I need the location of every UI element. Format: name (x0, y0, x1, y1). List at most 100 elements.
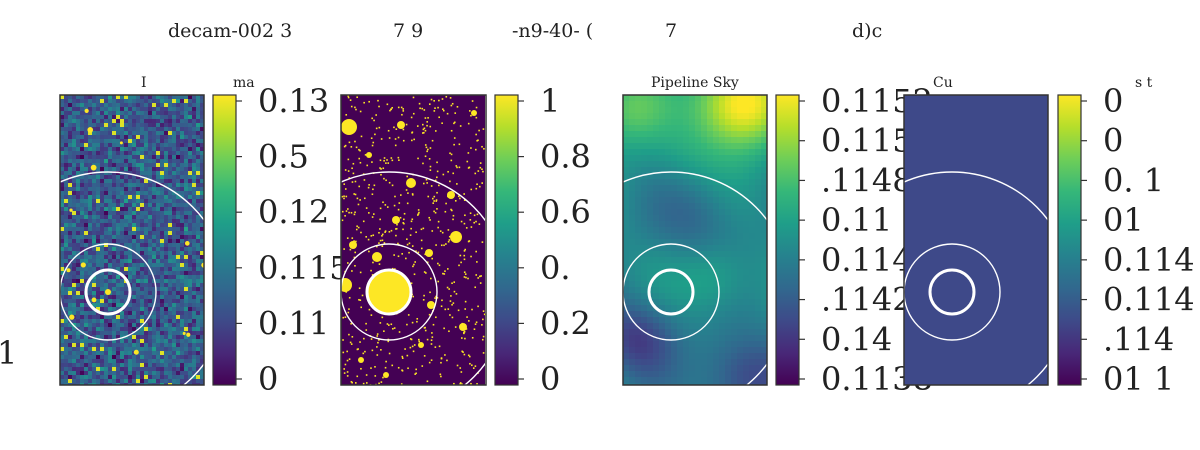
image-pixel (192, 327, 196, 331)
image-pixel (172, 143, 176, 147)
sky-pixel (731, 311, 737, 317)
mask-pixel (371, 117, 373, 120)
sky-pixel (635, 119, 641, 125)
image-pixel (104, 207, 108, 211)
image-pixel (64, 115, 68, 119)
image-source (90, 164, 97, 171)
image-pixel (88, 383, 92, 385)
image-pixel (192, 247, 196, 251)
sky-pixel (653, 179, 659, 185)
mask-pixel (383, 159, 385, 162)
sky-pixel (731, 245, 737, 251)
image-pixel (148, 219, 152, 223)
image-pixel (196, 187, 200, 191)
sky-pixel (743, 299, 749, 305)
sky-pixel (695, 323, 701, 329)
mask-pixel (397, 136, 400, 139)
image-pixel (100, 223, 104, 227)
image-pixel (136, 247, 140, 251)
image-pixel (100, 211, 104, 215)
image-pixel (76, 335, 80, 339)
image-pixel (84, 359, 88, 363)
sky-pixel (677, 311, 683, 317)
image-pixel (84, 155, 88, 159)
sky-pixel (647, 95, 653, 101)
middle-annulus-ring (623, 243, 720, 341)
image-pixel (116, 187, 120, 191)
image-pixel (80, 167, 84, 171)
mask-pixel (407, 192, 409, 194)
image-pixel (196, 203, 200, 207)
image-pixel (168, 383, 172, 385)
image-pixel (184, 259, 188, 263)
sky-pixel (725, 275, 731, 281)
image-pixel (116, 103, 120, 107)
mask-pixel (431, 230, 434, 232)
image-pixel (172, 275, 176, 279)
image-pixel (152, 95, 156, 99)
sky-pixel (719, 197, 725, 203)
image-pixel (112, 163, 116, 167)
image-pixel (180, 299, 184, 303)
image-pixel (104, 187, 108, 191)
sky-pixel (755, 233, 761, 239)
image-source (84, 108, 89, 113)
image-pixel (168, 271, 172, 275)
image-pixel (136, 99, 140, 103)
sky-pixel (755, 251, 761, 257)
image-pixel (144, 355, 148, 359)
image-pixel (184, 123, 188, 127)
image-pixel (184, 271, 188, 275)
sky-pixel (713, 275, 719, 281)
image-pixel (120, 239, 124, 243)
mask-pixel (435, 295, 437, 298)
image-pixel (188, 211, 192, 215)
sky-pixel (743, 227, 749, 233)
image-pixel (124, 239, 128, 243)
sky-pixel (761, 113, 767, 119)
sky-pixel (623, 317, 629, 323)
sky-pixel (731, 275, 737, 281)
sky-pixel (713, 113, 719, 119)
image-pixel (160, 295, 164, 299)
image-pixel (144, 295, 148, 299)
mask-pixel (454, 326, 457, 328)
image-pixel (60, 231, 64, 235)
image-pixel (108, 283, 112, 287)
sky-pixel (713, 167, 719, 173)
image-pixel (120, 227, 124, 231)
image-pixel (88, 323, 92, 327)
image-pixel (64, 327, 68, 331)
image-pixel (80, 151, 84, 155)
sky-pixel (689, 197, 695, 203)
mask-pixel (407, 367, 409, 370)
sky-pixel (701, 113, 707, 119)
sky-pixel (629, 383, 635, 385)
mask-pixel (386, 323, 389, 325)
sky-pixel (707, 359, 713, 365)
image-pixel (80, 135, 84, 139)
sky-pixel (635, 251, 641, 257)
image-pixel (92, 375, 96, 379)
sky-pixel (755, 239, 761, 245)
sky-pixel (743, 377, 749, 383)
image-pixel (188, 343, 192, 347)
image-pixel (116, 179, 120, 183)
image-pixel (128, 315, 132, 319)
sky-pixel (761, 257, 767, 263)
image-pixel (124, 139, 128, 143)
sky-pixel (749, 341, 755, 347)
image-pixel (152, 147, 156, 151)
image-pixel (144, 195, 148, 199)
sky-pixel (683, 365, 689, 371)
image-pixel (200, 259, 204, 263)
sky-pixel (755, 275, 761, 281)
image-pixel (96, 299, 100, 303)
image-pixel (192, 123, 196, 127)
image-pixel (92, 135, 96, 139)
sky-pixel (635, 347, 641, 353)
image-pixel (104, 115, 108, 119)
image-pixel (164, 251, 168, 255)
image-pixel (192, 119, 196, 123)
image-pixel (80, 115, 84, 119)
